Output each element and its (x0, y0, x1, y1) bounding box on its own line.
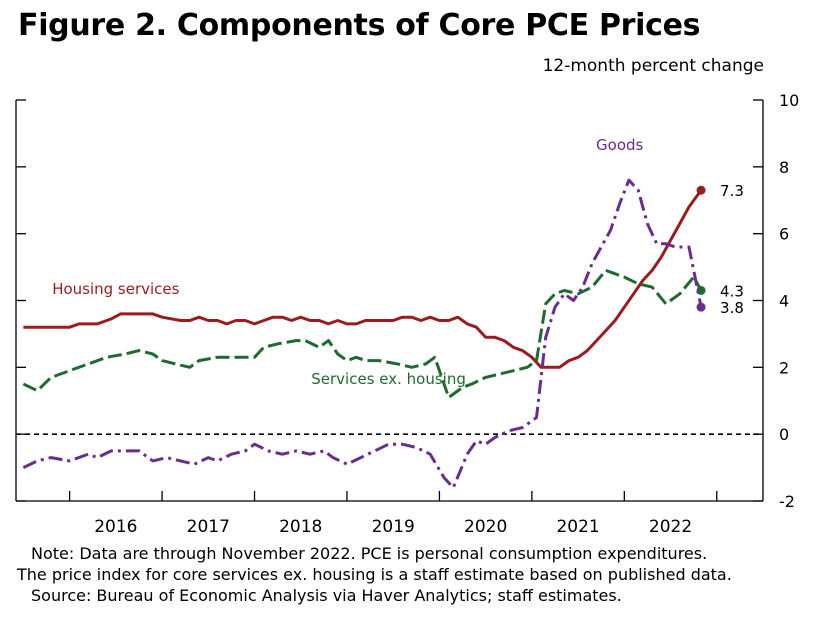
end-value-housing-services: 7.3 (720, 182, 744, 200)
y-tick-label: 0 (779, 425, 789, 444)
y-tick-label: 2 (779, 358, 789, 377)
x-tick-label: 2021 (556, 517, 599, 537)
source-line: Source: Bureau of Economic Analysis via … (31, 586, 622, 605)
series-name-housing-services: Housing services (52, 280, 179, 298)
series-line-goods (23, 180, 701, 487)
x-tick-label: 2018 (279, 517, 322, 537)
x-tick-label: 2017 (187, 517, 230, 537)
note-line-2: The price index for core services ex. ho… (17, 565, 732, 584)
y-tick-label: 10 (779, 91, 799, 110)
y-tick-label: -2 (779, 492, 795, 511)
y-tick-label: 4 (779, 292, 789, 311)
series-labels: 7.3 Housing services 4.3 Services ex. housi… (52, 136, 744, 388)
y-tick-label: 8 (779, 158, 789, 177)
note-line-1: Note: Data are through November 2022. PC… (31, 544, 707, 563)
end-value-services-ex-housing: 4.3 (720, 282, 744, 300)
x-tick-label: 2020 (464, 517, 507, 537)
end-marker-housing-services (697, 186, 706, 195)
y-tick-label: 6 (779, 225, 789, 244)
x-tick-label: 2019 (372, 517, 415, 537)
line-chart: -2 0 2 4 6 8 10 2016 2017 2018 2019 2020 2021 2022 7.… (0, 0, 820, 540)
x-tick-label: 2016 (94, 517, 137, 537)
series-name-goods: Goods (596, 136, 643, 154)
x-tick-label: 2022 (649, 517, 692, 537)
series-lines (23, 180, 705, 487)
end-value-goods: 3.8 (720, 299, 744, 317)
series-name-services-ex-housing: Services ex. housing (311, 370, 466, 388)
end-marker-goods (697, 303, 706, 312)
